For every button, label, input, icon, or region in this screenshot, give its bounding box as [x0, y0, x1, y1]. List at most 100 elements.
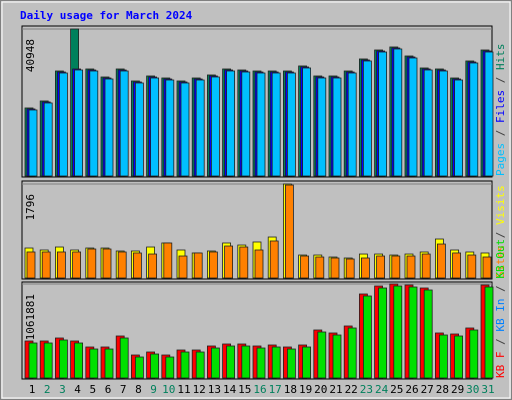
bar: [89, 70, 99, 177]
bar: [362, 295, 372, 379]
bar: [347, 327, 357, 379]
legend: KB F / KB In / KB Out: [494, 239, 507, 378]
bar: [224, 245, 234, 279]
bar: [180, 351, 190, 379]
bar: [165, 79, 175, 177]
x-tick-label: 28: [436, 383, 449, 396]
bar: [454, 79, 464, 177]
bar: [300, 255, 310, 279]
x-tick-label: 13: [208, 383, 221, 396]
x-tick-label: 16: [253, 383, 266, 396]
bar: [469, 329, 479, 379]
bar: [286, 348, 296, 379]
x-tick-label: 25: [390, 383, 403, 396]
x-tick-label: 11: [177, 383, 190, 396]
x-tick-label: 24: [375, 383, 389, 396]
bar: [226, 70, 236, 177]
x-tick-label: 7: [120, 383, 127, 396]
bar: [59, 72, 68, 177]
bar: [150, 353, 160, 379]
legend-entry: Files: [494, 90, 507, 123]
bar: [423, 69, 433, 177]
bar: [408, 286, 418, 379]
bar: [28, 342, 38, 379]
bar: [119, 337, 129, 379]
bar: [241, 345, 251, 379]
bar: [150, 77, 160, 177]
x-tick-label: 31: [481, 383, 494, 396]
bar: [210, 347, 220, 379]
bar: [332, 77, 342, 177]
bar: [362, 60, 372, 177]
bar: [148, 253, 158, 279]
x-tick-label: 1: [29, 383, 36, 396]
x-tick-label: 27: [421, 383, 434, 396]
bar: [74, 69, 83, 177]
bar: [286, 72, 296, 177]
x-tick-label: 12: [193, 383, 206, 396]
legend-separator: /: [494, 279, 507, 299]
bar: [360, 257, 370, 279]
bar: [469, 62, 479, 177]
x-tick-label: 4: [74, 383, 81, 396]
bar: [393, 285, 403, 379]
bar: [102, 248, 112, 279]
y-tick-label: 1796: [24, 194, 37, 221]
x-tick-label: 18: [284, 383, 297, 396]
legend-entry: KB In: [494, 299, 507, 332]
bar: [315, 256, 325, 279]
bar: [332, 334, 342, 379]
bar: [271, 72, 281, 177]
bar: [43, 342, 53, 379]
x-tick-label: 30: [466, 383, 479, 396]
bar: [87, 248, 97, 279]
bar: [408, 57, 418, 177]
bar: [163, 242, 173, 279]
bar: [256, 347, 266, 379]
x-tick-label: 21: [329, 383, 342, 396]
bar: [208, 251, 218, 279]
legend-separator: /: [494, 70, 507, 90]
bar: [89, 348, 99, 379]
bar: [467, 254, 477, 279]
legend-separator: /: [494, 225, 507, 245]
bar: [378, 51, 388, 177]
bar: [134, 356, 144, 379]
x-tick-label: 23: [360, 383, 373, 396]
x-tick-label: 15: [238, 383, 251, 396]
y-tick-label: 40948: [24, 39, 37, 72]
bar: [74, 342, 83, 379]
bar: [317, 331, 327, 379]
x-tick-label: 29: [451, 383, 464, 396]
bar: [195, 79, 205, 177]
bar: [59, 339, 68, 379]
legend-separator: /: [494, 332, 507, 352]
bar: [482, 256, 492, 279]
y-tick-label: 1061881: [24, 294, 37, 340]
x-tick-label: 17: [269, 383, 282, 396]
bar: [43, 102, 53, 177]
bar: [241, 71, 251, 177]
legend-entry: KB Out: [494, 239, 507, 279]
bar: [178, 255, 188, 279]
x-tick-label: 5: [89, 383, 96, 396]
x-tick-label: 19: [299, 383, 312, 396]
bar: [104, 348, 114, 379]
bar: [104, 78, 114, 177]
x-tick-label: 6: [105, 383, 112, 396]
chart-title: Daily usage for March 2024: [20, 9, 193, 22]
bar: [452, 252, 462, 279]
legend-entry: Hits: [494, 44, 507, 71]
bar: [302, 67, 312, 177]
bar: [195, 351, 205, 379]
x-tick-label: 14: [223, 383, 237, 396]
x-tick-label: 26: [405, 383, 418, 396]
bar: [376, 255, 386, 279]
bar: [317, 77, 327, 177]
bar: [484, 286, 494, 379]
x-tick-label: 2: [44, 383, 51, 396]
bar: [254, 249, 264, 279]
bar: [117, 251, 127, 279]
bar: [284, 184, 294, 279]
